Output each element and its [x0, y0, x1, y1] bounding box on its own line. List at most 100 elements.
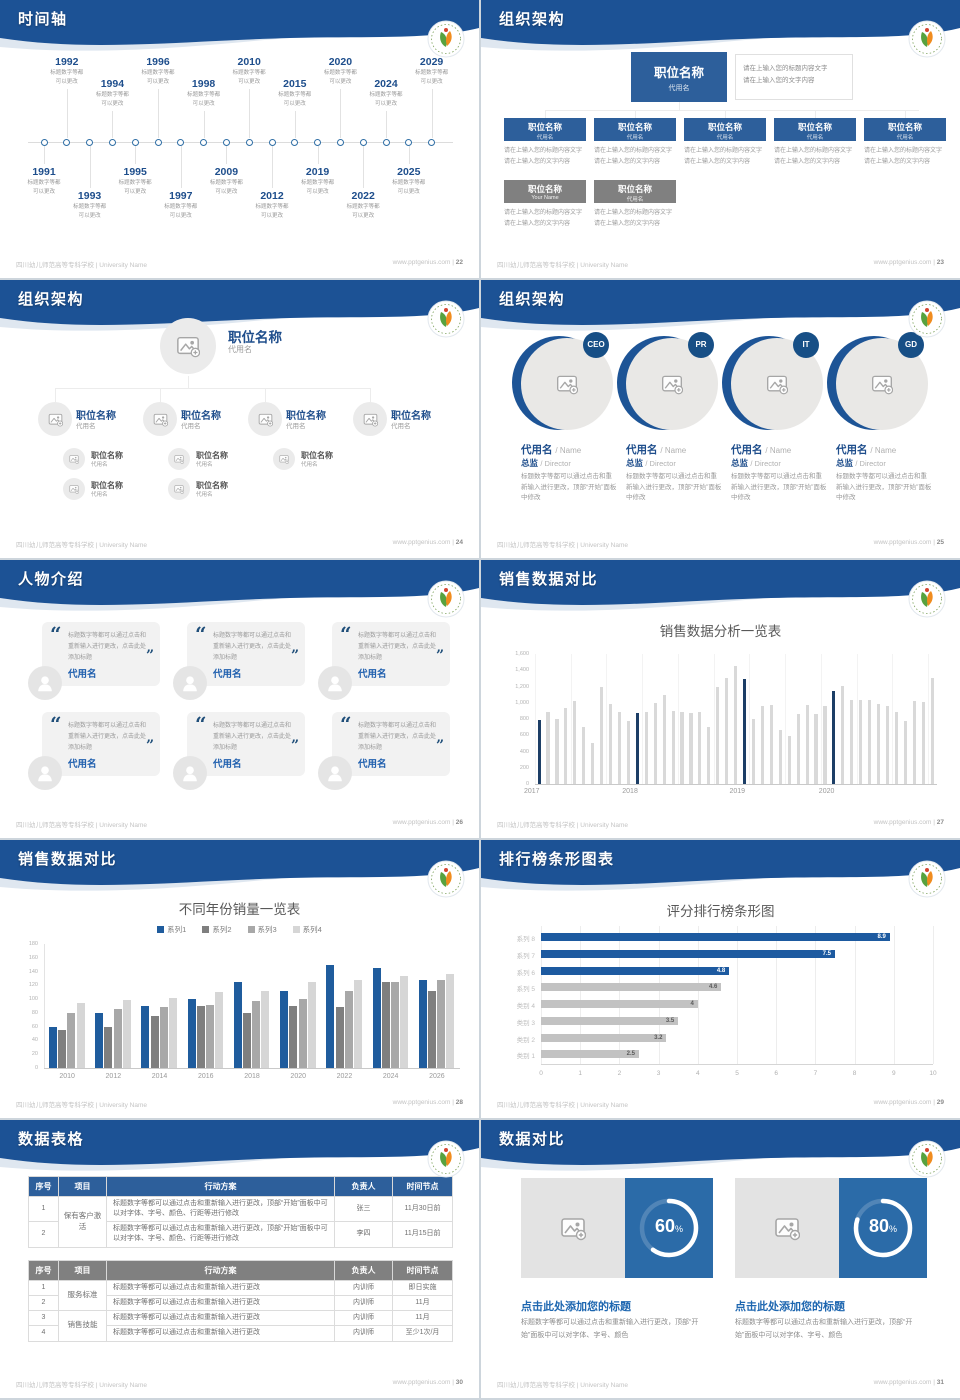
timeline-year: 1994 [100, 78, 125, 90]
y-axis-label: 类别 1 [516, 1053, 535, 1061]
person-avatar-icon [173, 756, 207, 790]
person-card: “标题数字等都可以通过点击和重新输入进行更改，点击此处添加标题” 代用名 [42, 622, 160, 686]
timeline-caption: 标题数字等都 可以更改 [392, 180, 426, 195]
table-row: 3 销售技能 标题数字等都可以通过点击和重新输入进行更改 内训师 11月 [28, 1310, 453, 1342]
timeline-year: 2022 [351, 190, 375, 202]
bar [541, 1050, 639, 1059]
progress-ring [633, 1192, 705, 1264]
slide-28-grouped-bar-chart[interactable]: 销售数据对比 不同年份销量一览表 系列1 系列2 系列3 系列4 0 20 40 60 80 100… [0, 840, 479, 1118]
slide-title: 排行榜条形图表 [499, 851, 615, 868]
timeline-connector [431, 89, 433, 138]
slide-22-timeline[interactable]: 时间轴 1991 标题数字等都 可以更改 1992 标题数字等都 可以更改 1993 标题数字… [0, 0, 479, 278]
cell-time: 11月 [392, 1295, 453, 1312]
org-node-title: 职位名称 [76, 411, 116, 422]
bar [252, 1001, 261, 1068]
gridline [749, 654, 751, 784]
table-header-cell: 负责人 [334, 1260, 393, 1281]
role-badge: GD [898, 332, 924, 358]
org-node-box: 职位名称 代用名 [864, 118, 946, 141]
quote-open-icon: “ [50, 622, 62, 646]
timeline-year: 2019 [305, 166, 330, 178]
slide-title: 时间轴 [18, 11, 68, 28]
timeline-caption: 标题数字等都 可以更改 [187, 92, 221, 107]
slide-title: 销售数据对比 [499, 571, 599, 588]
bar-highlight [742, 679, 747, 784]
legend-item: 系列4 [292, 924, 322, 935]
y-axis-label: 180 [28, 941, 38, 947]
bar-highlight [635, 712, 639, 784]
timeline-year: 1996 [146, 56, 170, 68]
compare-photo-box [521, 1178, 625, 1278]
timeline-caption: 标题数字等都 可以更改 [346, 204, 380, 219]
legend-item: 系列1 [157, 924, 186, 935]
table-header-cell: 序号 [28, 1260, 59, 1281]
bar [617, 711, 622, 784]
org-connector [188, 376, 189, 388]
table-header-cell: 负责人 [334, 1176, 393, 1197]
timeline-caption: 标题数字等都 可以更改 [95, 92, 129, 107]
bar [215, 992, 224, 1068]
slide-23-org-boxes[interactable]: 组织架构 职位名称 代用名 请在上输入您的标题内容文字 请在上输入您的文字内容 职位名称… [481, 0, 960, 278]
role-title: 总监 / Director [626, 458, 676, 468]
person-quote-text: 标题数字等都可以通过点击和重新输入进行更改，点击此处添加标题 [68, 723, 147, 751]
timeline-connector [135, 146, 137, 164]
y-axis-label: 1,400 [515, 667, 529, 674]
footer-school-name: 四川幼儿师范高等专科学校 | University Name [16, 1102, 147, 1109]
y-axis-label: 类别 2 [516, 1036, 535, 1044]
org-subnode-sub: 代用名 [91, 462, 108, 468]
slide-26-people-intro[interactable]: 人物介绍 “标题数字等都可以通过点击和重新输入进行更改，点击此处添加标题” 代用名… [0, 560, 479, 838]
cell-owner: 张三 [334, 1195, 393, 1223]
header-band [0, 1120, 479, 1184]
bar [372, 968, 381, 1068]
bar [662, 694, 666, 784]
role-photo-circle [626, 338, 718, 430]
org-node-box: 职位名称 Your Name [504, 180, 586, 203]
footer-site-url: www.pptgenius.com [873, 1099, 932, 1106]
timeline-node [63, 138, 71, 146]
bar [903, 721, 907, 784]
y-axis-line [44, 944, 45, 1068]
data-table: 序号 项目 行动方案 负责人 时间节点 1 保有客户激活 标题数字等都可以通过点击和重新输入进… [28, 1176, 453, 1248]
x-axis-label: 2020 [818, 788, 835, 795]
slide-30-data-tables[interactable]: 数据表格 序号 项目 行动方案 负责人 时间节点 1 保有客户激活 标题数字等都可以通过点击和… [0, 1120, 479, 1398]
cell-plan: 标题数字等都可以通过点击和重新输入进行更改，顶部“开始”面板中可以对字体、字号、… [106, 1195, 335, 1223]
slide-31-data-compare[interactable]: 数据对比 60% 点击此处添加您的标题 标题数字等都可以通过点击和重新输入进行更改，… [481, 1120, 960, 1398]
compare-percent-box: 80% [839, 1178, 927, 1278]
cell-time: 11月15日前 [392, 1221, 453, 1248]
org-node-sub: 代用名 [76, 423, 96, 430]
gridline [854, 926, 856, 1064]
slide-29-ranking-hbar-chart[interactable]: 排行榜条形图表 评分排行榜条形图 0 1 2 3 4 5 6 7 8 9 10 系列 8 8.9 系列 7 7… [481, 840, 960, 1118]
bar-highlight [537, 719, 541, 784]
x-axis-line [541, 1064, 933, 1065]
bar [233, 981, 242, 1068]
timeline-caption: 标题数字等都 可以更改 [164, 204, 198, 219]
bar [769, 704, 773, 784]
timeline-connector [112, 111, 114, 138]
slide-24-org-chart[interactable]: 组织架构 职位名称 代用名 职位名称 代用名 职位名称 代用名 职位名称 代用名 职位名称 代用名… [0, 280, 479, 558]
org-node-title: 职位名称 [286, 411, 326, 422]
org-node-title: 职位名称 [181, 411, 221, 422]
timeline-caption: 标题数字等都 可以更改 [73, 204, 107, 219]
footer-site-url: www.pptgenius.com [873, 1379, 932, 1386]
x-axis-label: 2016 [197, 1073, 214, 1080]
timeline-year: 2024 [374, 78, 398, 90]
timeline-node [154, 138, 162, 146]
bar [541, 1016, 679, 1025]
timeline-connector [203, 111, 205, 138]
bar [716, 686, 720, 784]
timeline-year: 2009 [214, 166, 239, 178]
timeline-connector [180, 146, 182, 188]
slide-25-org-circles[interactable]: 组织架构 CEO 代用名 / Name 总监 / Director 标题数字等都可以通… [481, 280, 960, 558]
slide-27-sales-bar-chart[interactable]: 销售数据对比 销售数据分析一览表 0 200 400 600 800 1,000 1,200 1… [481, 560, 960, 838]
org-node-avatar [248, 402, 282, 436]
x-axis-label: 4 [695, 1070, 700, 1077]
cell-plan: 标题数字等都可以通过点击和重新输入进行更改 [106, 1295, 335, 1312]
footer-page-number: 27 [936, 819, 944, 826]
bar [546, 711, 550, 784]
x-axis-label: 1 [578, 1070, 582, 1077]
person-name: 代用名 [68, 669, 97, 680]
slide-content: 评分排行榜条形图 0 1 2 3 4 5 6 7 8 9 10 系列 8 8.9 系列 7 7.5 系列 6 4.… [481, 840, 960, 1118]
timeline-node [268, 138, 276, 146]
x-axis-label: 7 [813, 1070, 818, 1077]
timeline-year: 1997 [169, 190, 193, 202]
